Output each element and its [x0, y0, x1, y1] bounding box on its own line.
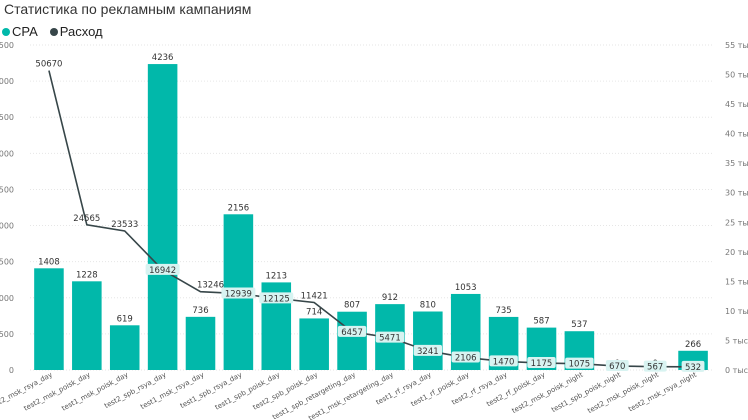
legend-label-cpa: CPA	[12, 24, 38, 39]
legend: CPA Расход	[2, 24, 103, 39]
line-value-label: 13246	[197, 281, 224, 291]
legend-marker-cpa	[2, 27, 10, 36]
line-value-label: 50670	[35, 60, 62, 70]
line-label-bg	[375, 331, 405, 343]
y-left-tick-label: 1000	[0, 294, 14, 303]
line-value-label: 23533	[111, 220, 138, 230]
line-label-bg	[145, 263, 180, 275]
line-label-bg	[413, 344, 443, 356]
line-value-label: 12125	[263, 294, 290, 304]
line-value-label: 670	[609, 362, 625, 372]
y-left-tick-label: 500	[0, 330, 14, 339]
bar-value-label: 807	[344, 301, 360, 311]
bar-value-label: 912	[382, 293, 398, 303]
x-category-label: test2_msk_poisk_night	[511, 371, 585, 415]
x-category-label: test1_spb_poisk_day	[214, 371, 281, 412]
bar-value-label: 1228	[76, 270, 98, 280]
y-right-tick-label: 50 тыс	[725, 71, 748, 80]
y-left-tick-label: 1500	[0, 258, 14, 267]
x-category-label: test2_msk_poisk_day	[23, 371, 92, 413]
y-right-tick-label: 5 тыс	[725, 336, 748, 345]
y-right-tick-label: 20 тыс	[725, 248, 748, 257]
bar-value-label: 810	[420, 301, 436, 311]
y-left-tick-label: 3500	[0, 113, 14, 122]
x-category-label: test1_msk_poisk_day	[60, 371, 129, 413]
line-value-label: 6457	[341, 328, 363, 338]
bar	[34, 268, 64, 370]
bar	[337, 311, 367, 370]
bar-value-label: 736	[192, 306, 208, 316]
bar	[185, 316, 216, 370]
legend-item-cpa[interactable]: CPA	[2, 24, 38, 39]
y-left-tick-label: 0	[9, 366, 14, 375]
y-right-tick-label: 30 тыс	[725, 189, 748, 198]
y-left-tick-label: 2500	[0, 185, 14, 194]
y-right-tick-label: 15 тыс	[725, 277, 748, 286]
line-value-label: 11421	[301, 292, 328, 302]
bar-value-label: 1213	[265, 271, 287, 281]
expense-line	[48, 70, 694, 368]
x-category-label: test1_msk_rsya_day	[139, 371, 205, 411]
line-label-bg	[259, 292, 294, 304]
y-right-tick-label: 25 тыс	[725, 218, 748, 227]
line-value-label: 1175	[531, 359, 553, 369]
x-category-label: test2_msk_poisk_night	[586, 371, 660, 415]
x-category-label: test2_spb_poisk_day	[252, 371, 319, 412]
line-label-bg	[337, 325, 367, 337]
bar	[147, 64, 178, 371]
legend-marker-expense	[49, 27, 58, 36]
line-value-label: 5471	[379, 334, 401, 344]
line-value-label: 1470	[493, 357, 515, 367]
bar	[109, 325, 140, 370]
line-label-bg	[221, 287, 256, 299]
y-left-tick-label: 2000	[0, 222, 14, 231]
bar-value-label: 1053	[455, 283, 477, 293]
line-value-label: 532	[685, 363, 701, 373]
line-label-bg	[527, 357, 556, 369]
line-value-label: 567	[647, 363, 663, 373]
y-left-tick-label: 3000	[0, 149, 14, 158]
line-label-bg	[565, 357, 594, 369]
line-value-label: 16942	[149, 266, 176, 276]
y-right-tick-label: 10 тыс	[725, 307, 748, 316]
x-category-label: test2_msk_rsya_night	[627, 371, 698, 414]
bar-value-label: 266	[685, 340, 701, 350]
line-label-bg	[643, 360, 667, 372]
bar	[72, 281, 102, 370]
line-label-bg	[605, 360, 629, 372]
legend-item-expense[interactable]: Расход	[49, 24, 103, 39]
bar-value-label: 735	[495, 306, 511, 316]
y-right-tick-label: 40 тыс	[725, 130, 748, 139]
line-value-label: 2106	[455, 354, 477, 364]
chart-title: Статистика по рекламным кампаниям	[4, 1, 252, 17]
line-value-label: 24565	[73, 214, 100, 224]
bar-value-label: 4236	[152, 53, 174, 63]
legend-label-expense: Расход	[59, 24, 103, 39]
y-right-tick-label: 55 тыс	[725, 41, 748, 50]
y-left-tick-label: 4000	[0, 77, 14, 86]
y-right-tick-label: 45 тыс	[725, 100, 748, 109]
line-value-label: 3241	[417, 347, 439, 357]
line-value-label: 12939	[225, 290, 252, 300]
y-left-tick-label: 4500	[0, 41, 14, 50]
bar-value-label: 714	[306, 307, 322, 317]
y-right-tick-label: 0 тыс	[725, 366, 748, 375]
bar-value-label: 619	[117, 314, 133, 324]
line-label-bg	[489, 355, 518, 367]
line-label-bg	[681, 360, 705, 372]
bar-value-label: 587	[533, 317, 549, 327]
line-value-label: 1075	[569, 360, 591, 370]
line-label-bg	[451, 351, 480, 363]
bar	[299, 318, 329, 370]
bar	[413, 311, 443, 370]
bar-value-label: 2156	[228, 203, 250, 213]
y-right-tick-label: 35 тыс	[725, 159, 748, 168]
bar-value-label: 537	[571, 320, 587, 330]
bar-value-label: 1408	[38, 257, 60, 267]
